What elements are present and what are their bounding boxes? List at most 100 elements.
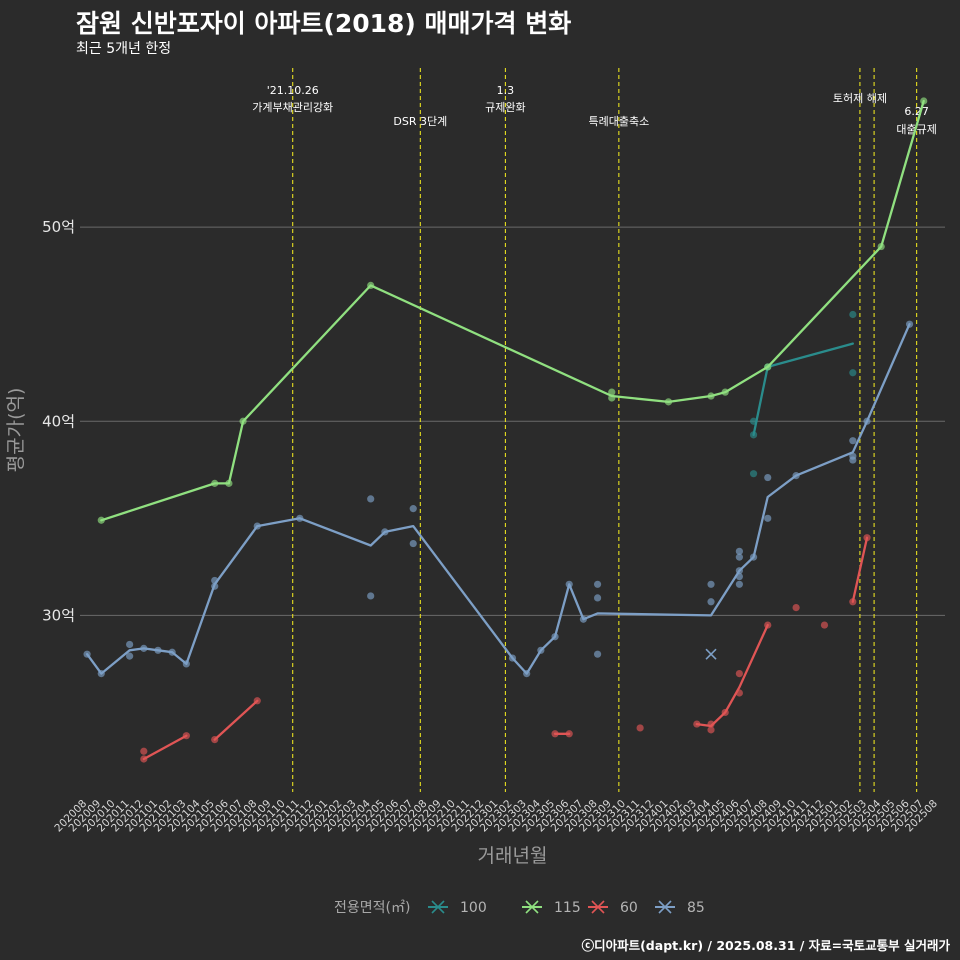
data-point-60: [735, 669, 743, 678]
data-point-100: [749, 431, 758, 439]
data-point-85: [565, 580, 573, 588]
data-point-100: [749, 470, 758, 478]
data-point-60: [735, 689, 743, 697]
data-point-85: [551, 633, 559, 641]
data-point-85: [593, 650, 602, 658]
data-point-85: [735, 567, 743, 575]
data-point-60: [140, 755, 148, 763]
series-line-85: [85, 323, 911, 675]
data-point-115: [239, 417, 247, 425]
legend-title: 전용면적(㎡): [334, 900, 410, 916]
legend-label-100: 100: [460, 900, 487, 916]
data-point-85: [735, 553, 743, 561]
data-point-85: [211, 582, 219, 590]
event-label: DSR 3단계: [393, 115, 447, 128]
series-line-60: [695, 623, 769, 728]
event-date-label: '21.10.26: [267, 84, 319, 97]
data-point-115: [211, 479, 219, 487]
y-tick-label: 50억: [42, 218, 75, 236]
data-point-100: [749, 417, 758, 425]
data-point-85: [849, 437, 857, 445]
data-point-85: [735, 580, 743, 588]
data-point-85: [707, 598, 715, 606]
series-line-60: [142, 734, 188, 761]
data-point-85: [905, 320, 914, 328]
data-point-85: [367, 592, 375, 600]
chart-title: 잠원 신반포자이 아파트(2018) 매매가격 변화: [76, 9, 572, 38]
data-point-115: [764, 363, 772, 371]
data-point-115: [367, 281, 375, 289]
data-point-115: [608, 388, 616, 396]
data-point-85: [409, 505, 417, 513]
event-date-label: 1.3: [497, 84, 515, 97]
data-point-85: [593, 580, 602, 588]
data-point-115: [225, 479, 233, 487]
data-point-85: [863, 417, 871, 425]
legend-key-cross: [658, 900, 672, 914]
data-point-60: [849, 598, 857, 606]
data-point-60: [551, 730, 559, 738]
legend-key-cross: [431, 900, 445, 914]
data-point-60: [707, 720, 715, 728]
data-point-115: [97, 516, 105, 524]
data-point-85: [749, 553, 758, 561]
data-point-60: [721, 708, 729, 717]
data-point-85: [154, 646, 162, 654]
data-point-60: [211, 735, 219, 744]
data-point-85: [849, 456, 857, 464]
data-point-85: [707, 580, 715, 588]
legend-label-60: 60: [620, 900, 638, 916]
data-point-60: [820, 621, 829, 629]
data-point-85: [97, 669, 105, 678]
event-label: 특례대출축소: [588, 115, 649, 128]
data-point-85: [735, 572, 743, 581]
data-point-85: [367, 495, 375, 503]
legend-label-115: 115: [554, 900, 581, 916]
data-point-85: [593, 594, 602, 602]
cross-marker-85: [705, 648, 717, 660]
data-point-85: [792, 472, 800, 480]
series-line-60: [851, 536, 869, 603]
series-line-115: [100, 99, 925, 522]
event-label: 가계부채관리강화: [252, 101, 333, 114]
event-label: 토허제 해제: [833, 91, 887, 105]
data-point-85: [579, 615, 588, 623]
data-point-85: [537, 646, 545, 654]
data-point-85: [409, 539, 417, 548]
data-point-100: [849, 310, 857, 319]
data-point-85: [296, 514, 304, 522]
data-point-60: [693, 720, 701, 728]
data-point-85: [253, 522, 261, 530]
data-point-115: [608, 394, 616, 402]
source-credit: ⓒ디아파트(dapt.kr) / 2025.08.31 / 자료=국토교통부 실…: [581, 938, 950, 953]
data-point-85: [523, 669, 531, 678]
data-point-85: [508, 654, 517, 662]
data-point-85: [764, 473, 772, 482]
data-point-60: [253, 697, 261, 705]
data-point-85: [126, 652, 134, 660]
data-point-115: [664, 398, 673, 406]
data-point-85: [168, 648, 176, 656]
data-point-115: [920, 97, 928, 105]
data-point-60: [863, 534, 871, 542]
event-label: 규제완화: [485, 101, 525, 114]
legend-key-cross: [591, 900, 605, 914]
data-point-60: [707, 726, 715, 734]
data-point-60: [182, 732, 190, 740]
legend-key-cross: [525, 900, 539, 914]
data-point-60: [764, 621, 772, 629]
data-point-100: [849, 369, 857, 377]
event-label: 대출규제: [896, 123, 936, 136]
data-point-85: [764, 514, 772, 522]
data-point-85: [126, 640, 134, 649]
data-point-115: [721, 388, 729, 396]
y-tick-label: 30억: [42, 606, 75, 624]
y-axis-title: 평균가(억): [5, 388, 27, 473]
data-point-60: [565, 730, 573, 738]
series-line-60: [213, 699, 259, 741]
data-point-60: [792, 604, 800, 612]
x-axis-title: 거래년월: [478, 845, 548, 867]
chart-subtitle: 최근 5개년 한정: [76, 41, 172, 57]
data-point-85: [182, 660, 190, 668]
